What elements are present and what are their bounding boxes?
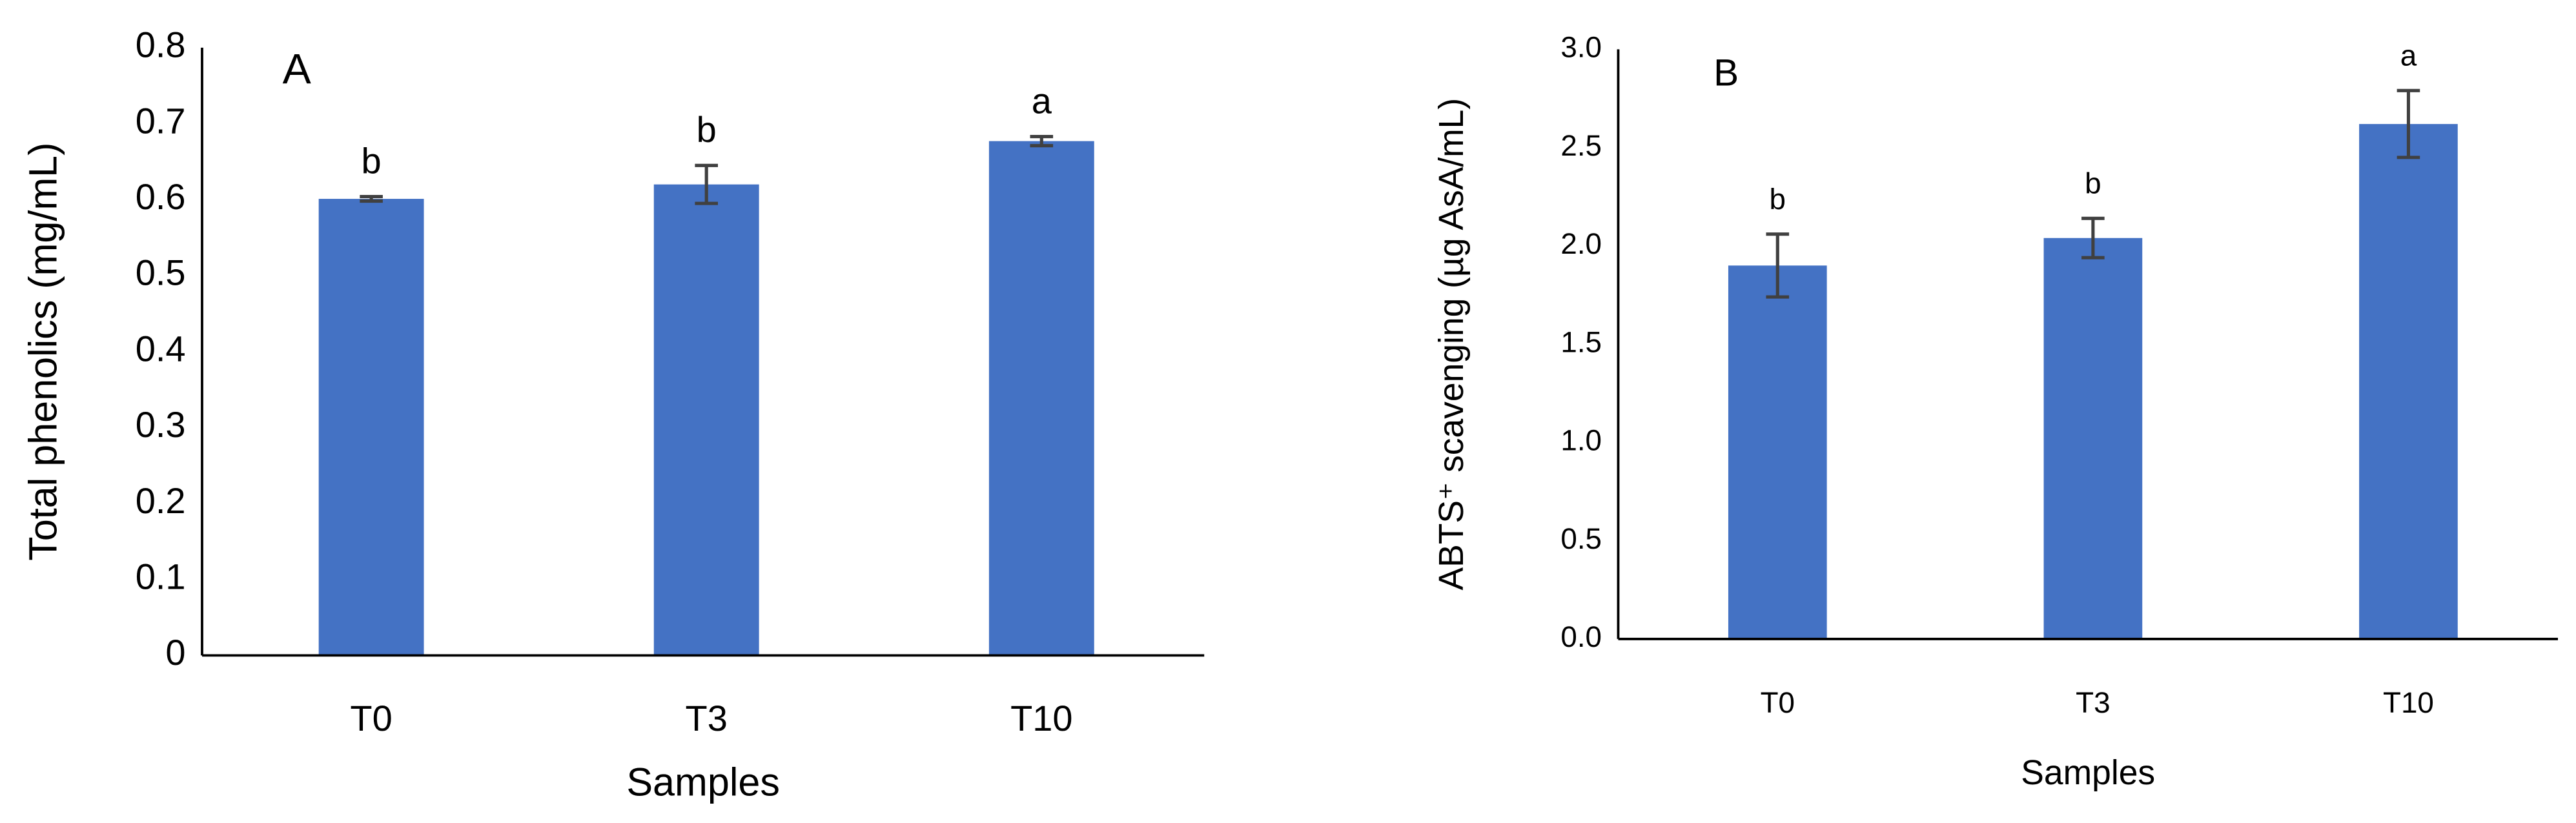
x-axis-label: Samples <box>626 760 780 804</box>
y-tick-label: 0 <box>165 632 185 673</box>
x-tick-label: T10 <box>1010 698 1072 738</box>
x-tick-label: T3 <box>2076 686 2110 719</box>
y-tick-label: 0.7 <box>136 100 186 141</box>
x-tick-label: T0 <box>1761 686 1795 719</box>
y-tick-label: 2.0 <box>1560 227 1602 260</box>
y-tick-label: 0.1 <box>136 556 186 596</box>
y-tick-label: 0.5 <box>136 252 186 293</box>
y-tick-label: 2.5 <box>1560 129 1602 162</box>
y-tick-label: 1.0 <box>1560 424 1602 457</box>
x-tick-label: T10 <box>2383 686 2434 719</box>
y-tick-label: 3.0 <box>1560 31 1602 64</box>
bar <box>653 184 759 656</box>
y-tick-label: 0.5 <box>1560 522 1602 555</box>
x-tick-label: T3 <box>686 698 728 738</box>
y-axis-label: ABTS⁺ scavenging (µg AsA/mL) <box>1433 98 1471 591</box>
x-axis-label: Samples <box>2021 754 2155 792</box>
bar <box>1728 265 1827 639</box>
y-tick-label: 1.5 <box>1560 325 1602 358</box>
significance-letter: a <box>1032 80 1052 121</box>
significance-letter: b <box>1770 183 1786 216</box>
bar <box>988 141 1094 656</box>
bar <box>2043 238 2143 639</box>
y-tick-label: 0.6 <box>136 176 186 217</box>
significance-letter: b <box>2085 167 2101 199</box>
y-tick-label: 0.4 <box>136 328 186 369</box>
y-axis-label: Total phenolics (mg/mL) <box>21 143 65 561</box>
x-tick-label: T0 <box>350 698 392 738</box>
significance-letter: b <box>362 140 382 181</box>
y-tick-label: 0.0 <box>1560 620 1602 653</box>
y-tick-label: 0.8 <box>136 25 186 65</box>
bar <box>2359 124 2458 639</box>
significance-letter: b <box>697 109 717 150</box>
significance-letter: a <box>2400 39 2417 72</box>
panel-label: B <box>1713 52 1739 94</box>
panel-label: A <box>283 46 311 94</box>
bar <box>318 199 424 656</box>
y-tick-label: 0.2 <box>136 480 186 521</box>
y-tick-label: 0.3 <box>136 404 186 445</box>
